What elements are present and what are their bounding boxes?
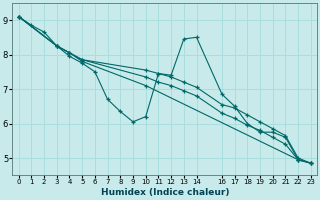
X-axis label: Humidex (Indice chaleur): Humidex (Indice chaleur) <box>100 188 229 197</box>
